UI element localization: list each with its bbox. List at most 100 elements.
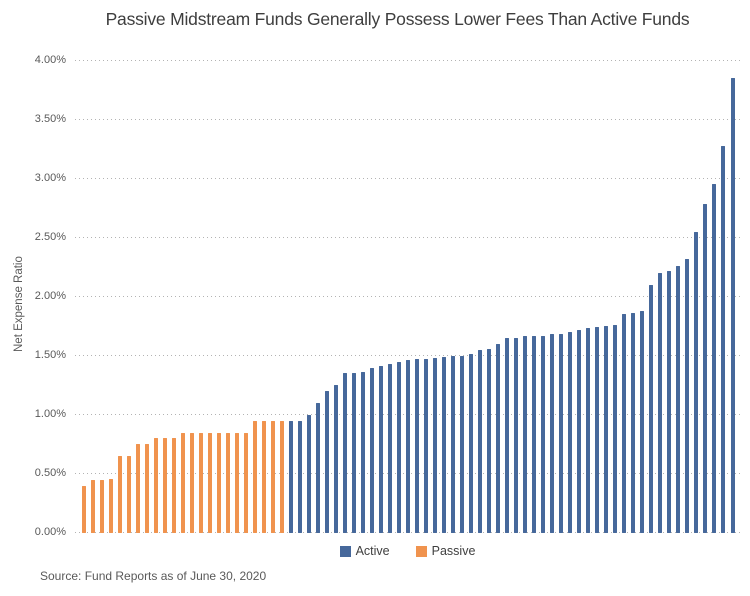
bar-active [415,359,419,533]
bar-passive [252,420,257,533]
bar-active [378,366,383,533]
bar-active [288,420,293,533]
bar-passive [117,456,122,533]
bar-active [631,313,636,533]
bar-active [730,77,735,533]
bar-active [640,310,645,533]
bar-active [333,385,338,533]
bar-active [433,358,438,533]
bar-passive [243,432,248,533]
bar-active [685,258,690,533]
bar-active [577,329,582,533]
bar-passive [216,432,221,533]
gridline [75,119,740,120]
bar-passive [162,438,167,533]
source-note: Source: Fund Reports as of June 30, 2020 [40,569,267,583]
bar-passive [90,479,95,533]
bar-active [586,328,591,533]
bar-active [568,332,573,533]
y-tick-label: 2.50% [34,231,66,243]
bar-active [487,348,492,533]
bar-passive [153,438,158,533]
legend-item-active: Active [339,544,390,558]
y-tick-label: 0.50% [34,467,66,479]
y-tick-label: 3.00% [34,172,66,184]
bar-active [676,265,681,533]
bar-active [424,359,429,533]
bar-passive [99,479,104,533]
bar-active [514,337,519,533]
bar-active [667,270,672,533]
bar-active [324,391,329,533]
bar-active [541,335,546,533]
bar-active [460,355,465,533]
bar-passive [144,444,149,533]
legend-item-passive: Passive [415,544,476,558]
bar-active [297,420,302,533]
bar-active [595,327,600,533]
bar-active [451,355,456,533]
bar-passive [180,432,185,533]
bar-passive [207,432,212,533]
active-swatch-icon [339,545,351,557]
bar-active [550,334,555,533]
bar-passive [126,456,131,533]
gridline [75,60,740,61]
bar-passive [261,420,266,533]
y-tick-label: 1.50% [34,349,66,361]
y-axis-label: Net Expense Ratio [13,256,25,352]
bar-passive [171,438,176,533]
gridline [75,296,740,297]
legend-label-passive: Passive [431,544,476,558]
legend-label-active: Active [355,544,390,558]
bar-active [496,343,501,533]
bar-active [613,324,618,533]
bar-active [351,373,356,533]
bar-active [387,363,392,533]
plot-area [75,60,740,533]
bar-active [703,204,708,533]
bar-passive [135,444,140,533]
bar-passive [270,420,275,533]
bar-active [396,361,401,533]
bar-active [360,372,365,533]
bar-passive [234,432,239,533]
bar-active [622,314,627,533]
bar-passive [198,432,203,533]
bar-active [604,326,609,533]
bar-passive [279,420,284,533]
y-tick-label: 0.00% [34,526,66,538]
y-tick-label: 3.50% [34,113,66,125]
bar-active [369,367,374,533]
bar-active [505,337,510,533]
passive-swatch-icon [415,545,427,557]
bar-active [721,146,726,533]
bar-active [315,402,320,533]
bar-passive [225,432,230,533]
bar-passive [81,485,86,533]
gridline [75,237,740,238]
bar-active [694,231,699,533]
bar-active [649,284,654,533]
gridline [75,178,740,179]
bar-active [532,335,537,533]
bar-active [469,354,474,533]
bar-active [306,414,311,533]
y-tick-label: 4.00% [34,54,66,66]
bar-active [712,184,717,533]
bar-passive [189,432,194,533]
bar-active [342,373,347,533]
bar-active [442,356,447,533]
bar-active [523,335,528,533]
chart-title: Passive Midstream Funds Generally Posses… [105,9,690,29]
bar-passive [108,478,113,533]
bar-active [559,334,564,533]
bar-active [658,272,663,533]
bar-active [406,360,410,533]
bar-active [478,349,483,533]
gridline [75,355,740,356]
y-tick-label: 1.00% [34,408,66,420]
legend: Active Passive [75,544,740,558]
y-tick-label: 2.00% [34,290,66,302]
